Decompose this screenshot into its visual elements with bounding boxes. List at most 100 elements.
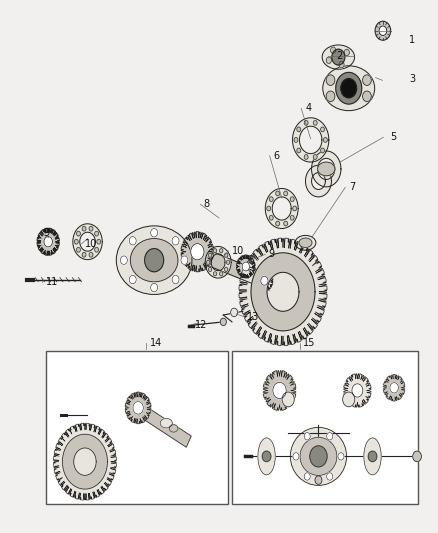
Circle shape xyxy=(145,248,164,272)
Circle shape xyxy=(133,401,143,414)
Circle shape xyxy=(213,272,217,276)
Polygon shape xyxy=(205,246,231,278)
Circle shape xyxy=(294,138,298,142)
Circle shape xyxy=(219,272,223,276)
Circle shape xyxy=(352,384,363,397)
Ellipse shape xyxy=(299,238,312,247)
Circle shape xyxy=(297,148,301,153)
Circle shape xyxy=(339,61,344,68)
Circle shape xyxy=(74,239,78,244)
Ellipse shape xyxy=(364,438,381,475)
Polygon shape xyxy=(53,423,117,500)
Circle shape xyxy=(208,268,212,271)
Circle shape xyxy=(261,276,268,285)
Circle shape xyxy=(332,49,345,65)
Polygon shape xyxy=(73,224,102,260)
Circle shape xyxy=(326,91,335,102)
Circle shape xyxy=(191,244,204,260)
Circle shape xyxy=(120,256,127,264)
Circle shape xyxy=(220,318,226,326)
Circle shape xyxy=(327,473,333,480)
Circle shape xyxy=(313,120,317,125)
Text: 5: 5 xyxy=(390,132,396,142)
Circle shape xyxy=(219,249,223,253)
Circle shape xyxy=(273,382,286,399)
Circle shape xyxy=(336,72,362,104)
Ellipse shape xyxy=(169,425,178,432)
Circle shape xyxy=(82,227,86,231)
Circle shape xyxy=(293,206,297,211)
Circle shape xyxy=(363,91,371,102)
Circle shape xyxy=(344,49,350,55)
Circle shape xyxy=(225,268,228,271)
Circle shape xyxy=(97,239,101,244)
Text: 9: 9 xyxy=(44,228,50,238)
Circle shape xyxy=(82,253,86,257)
Circle shape xyxy=(327,433,333,440)
Circle shape xyxy=(262,451,271,462)
Circle shape xyxy=(368,451,377,462)
Circle shape xyxy=(390,383,399,393)
Circle shape xyxy=(304,120,308,125)
Circle shape xyxy=(326,57,332,63)
Polygon shape xyxy=(125,392,151,424)
Circle shape xyxy=(363,75,371,85)
Circle shape xyxy=(129,276,136,284)
Circle shape xyxy=(297,127,301,132)
Ellipse shape xyxy=(300,438,337,475)
Text: 10: 10 xyxy=(85,239,97,249)
Polygon shape xyxy=(311,151,341,187)
Polygon shape xyxy=(256,270,273,291)
Circle shape xyxy=(321,148,325,153)
Polygon shape xyxy=(263,370,296,410)
Circle shape xyxy=(269,215,273,220)
Circle shape xyxy=(323,138,327,142)
Polygon shape xyxy=(237,255,255,278)
Circle shape xyxy=(172,276,179,284)
Circle shape xyxy=(151,284,158,292)
Circle shape xyxy=(95,247,99,252)
Ellipse shape xyxy=(295,236,316,250)
Circle shape xyxy=(231,308,237,317)
Circle shape xyxy=(413,451,421,462)
Ellipse shape xyxy=(131,239,178,282)
Circle shape xyxy=(44,237,53,247)
Circle shape xyxy=(338,453,344,460)
Polygon shape xyxy=(63,434,107,489)
Circle shape xyxy=(276,221,279,226)
Circle shape xyxy=(321,127,325,132)
Circle shape xyxy=(129,237,136,245)
Text: 2: 2 xyxy=(336,51,342,61)
Polygon shape xyxy=(265,189,298,229)
Circle shape xyxy=(282,392,294,407)
Text: 12: 12 xyxy=(195,319,208,329)
Circle shape xyxy=(208,253,212,257)
Text: 3: 3 xyxy=(409,74,415,84)
Circle shape xyxy=(284,191,288,196)
Circle shape xyxy=(375,21,391,40)
Ellipse shape xyxy=(290,427,346,486)
Polygon shape xyxy=(305,165,332,197)
Polygon shape xyxy=(191,245,273,290)
Circle shape xyxy=(276,191,279,196)
Text: 11: 11 xyxy=(46,277,58,287)
Polygon shape xyxy=(383,375,405,401)
Text: 1: 1 xyxy=(409,35,415,45)
Ellipse shape xyxy=(258,438,275,475)
Circle shape xyxy=(293,453,299,460)
Circle shape xyxy=(310,446,327,467)
Circle shape xyxy=(95,231,99,236)
Circle shape xyxy=(89,227,93,231)
Circle shape xyxy=(151,229,158,237)
Circle shape xyxy=(206,260,210,264)
Text: 14: 14 xyxy=(150,338,162,348)
Circle shape xyxy=(225,253,228,257)
Circle shape xyxy=(379,26,387,36)
Circle shape xyxy=(290,197,294,201)
Circle shape xyxy=(77,247,81,252)
Circle shape xyxy=(343,392,355,407)
Polygon shape xyxy=(37,228,60,255)
Text: 15: 15 xyxy=(304,338,316,348)
Circle shape xyxy=(267,206,271,211)
Ellipse shape xyxy=(322,45,355,69)
